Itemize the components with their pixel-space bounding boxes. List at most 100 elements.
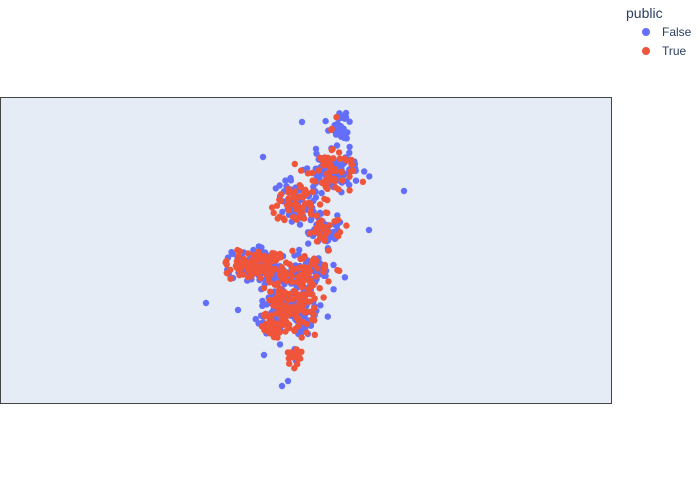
point-true[interactable] [245, 274, 252, 281]
point-true[interactable] [271, 250, 278, 257]
point-true[interactable] [316, 201, 324, 208]
point-true[interactable] [285, 355, 292, 362]
point-true[interactable] [311, 304, 318, 312]
point-true[interactable] [244, 250, 252, 257]
point-false[interactable] [339, 131, 346, 138]
point-true[interactable] [297, 167, 305, 174]
point-true[interactable] [307, 201, 314, 209]
point-false[interactable] [276, 341, 284, 348]
point-true[interactable] [233, 264, 240, 271]
point-true[interactable] [303, 266, 310, 273]
point-true[interactable] [311, 317, 318, 324]
point-true[interactable] [315, 167, 322, 174]
point-true[interactable] [302, 186, 309, 193]
point-true[interactable] [292, 325, 299, 333]
point-true[interactable] [326, 161, 334, 168]
point-true[interactable] [273, 202, 281, 209]
point-false[interactable] [333, 142, 341, 149]
point-false[interactable] [278, 382, 286, 390]
point-true[interactable] [335, 149, 343, 156]
point-true[interactable] [346, 173, 353, 180]
point-true[interactable] [343, 222, 350, 229]
legend-item-true[interactable]: True [622, 41, 698, 60]
point-true[interactable] [320, 162, 327, 169]
point-true[interactable] [268, 204, 276, 211]
point-false[interactable] [202, 299, 210, 307]
point-true[interactable] [268, 312, 275, 319]
point-true[interactable] [283, 318, 290, 325]
point-true[interactable] [299, 194, 307, 201]
point-false[interactable] [341, 274, 349, 281]
point-false[interactable] [305, 240, 312, 247]
point-true[interactable] [236, 271, 243, 279]
point-true[interactable] [294, 356, 301, 363]
point-true[interactable] [291, 160, 298, 168]
point-true[interactable] [256, 268, 263, 275]
point-false[interactable] [298, 118, 306, 126]
point-true[interactable] [291, 188, 298, 195]
point-true[interactable] [320, 294, 327, 301]
point-true[interactable] [257, 274, 264, 282]
point-false[interactable] [330, 286, 337, 293]
point-true[interactable] [276, 196, 283, 203]
point-true[interactable] [311, 295, 318, 302]
point-true[interactable] [303, 329, 310, 336]
point-true[interactable] [294, 314, 301, 321]
point-false[interactable] [361, 168, 368, 175]
point-true[interactable] [312, 273, 320, 280]
point-true[interactable] [313, 212, 320, 219]
point-true[interactable] [285, 195, 292, 202]
point-true[interactable] [274, 334, 281, 341]
point-true[interactable] [223, 261, 230, 268]
point-true[interactable] [262, 310, 269, 317]
point-true[interactable] [293, 216, 300, 223]
point-true[interactable] [311, 331, 318, 338]
point-true[interactable] [325, 278, 332, 285]
point-false[interactable] [260, 351, 268, 359]
point-true[interactable] [298, 277, 306, 284]
point-true[interactable] [330, 155, 337, 162]
point-true[interactable] [328, 125, 335, 133]
point-true[interactable] [291, 194, 298, 201]
point-true[interactable] [310, 311, 317, 318]
point-true[interactable] [318, 217, 325, 224]
point-true[interactable] [299, 255, 307, 262]
point-true[interactable] [286, 360, 293, 367]
point-true[interactable] [236, 248, 243, 255]
point-false[interactable] [330, 261, 337, 269]
point-true[interactable] [280, 215, 287, 222]
point-true[interactable] [274, 327, 281, 335]
point-true[interactable] [274, 280, 281, 287]
point-true[interactable] [265, 323, 272, 330]
point-true[interactable] [285, 207, 292, 214]
legend-item-false[interactable]: False [622, 22, 698, 41]
point-true[interactable] [325, 247, 332, 254]
point-true[interactable] [272, 300, 279, 307]
point-true[interactable] [302, 273, 310, 281]
point-true[interactable] [266, 296, 273, 304]
point-false[interactable] [317, 302, 324, 309]
point-false[interactable] [346, 143, 353, 151]
point-true[interactable] [313, 225, 320, 232]
point-true[interactable] [283, 277, 290, 285]
point-true[interactable] [309, 177, 316, 184]
point-true[interactable] [223, 269, 230, 277]
point-true[interactable] [248, 265, 255, 272]
point-true[interactable] [347, 168, 355, 175]
point-true[interactable] [286, 290, 293, 298]
point-true[interactable] [307, 211, 315, 218]
point-true[interactable] [286, 261, 293, 268]
point-false[interactable] [346, 118, 353, 125]
point-true[interactable] [227, 275, 234, 282]
point-false[interactable] [312, 145, 320, 153]
point-false[interactable] [284, 377, 292, 385]
point-true[interactable] [297, 183, 304, 191]
point-true[interactable] [322, 184, 330, 191]
point-true[interactable] [303, 320, 310, 328]
point-true[interactable] [300, 307, 308, 314]
geo-map-frame[interactable] [0, 97, 612, 404]
point-false[interactable] [287, 174, 294, 182]
point-false[interactable] [279, 208, 286, 216]
point-true[interactable] [296, 264, 303, 272]
point-true[interactable] [288, 272, 295, 280]
